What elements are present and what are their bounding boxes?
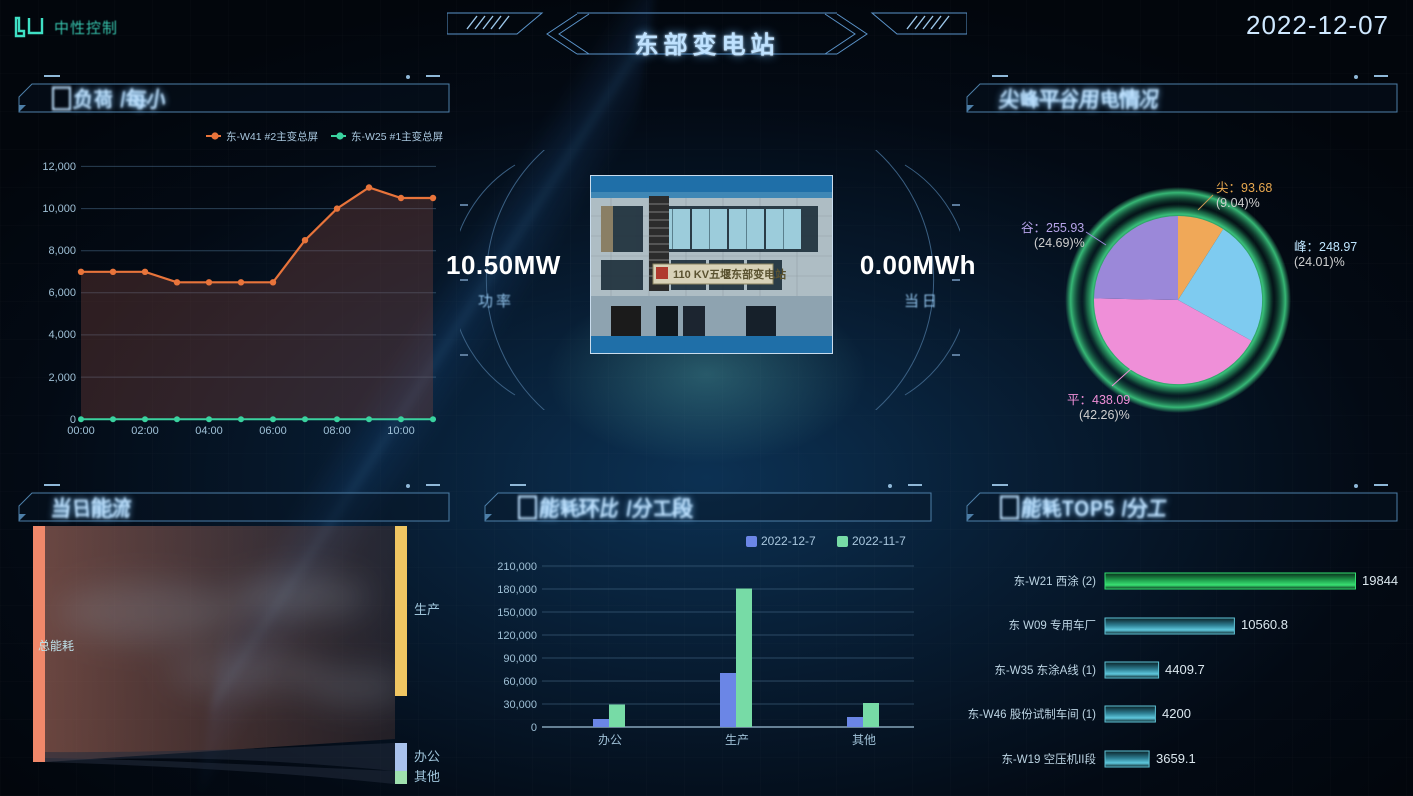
svg-text:东-W25 #1主变总屏: 东-W25 #1主变总屏	[351, 130, 443, 143]
svg-text:东-W19 空压机II段: 东-W19 空压机II段	[1001, 752, 1096, 766]
svg-text:2022-11-7: 2022-11-7	[852, 534, 906, 548]
svg-text:10560.8: 10560.8	[1241, 617, 1288, 632]
svg-text:东-W46 股份试制车间 (1): 东-W46 股份试制车间 (1)	[968, 707, 1097, 721]
svg-text:19844: 19844	[1362, 573, 1398, 588]
svg-text:3659.1: 3659.1	[1156, 751, 1196, 766]
svg-text:东-W41 #2主变总屏: 东-W41 #2主变总屏	[226, 130, 318, 143]
svg-text:90,000: 90,000	[503, 653, 537, 665]
svg-text:120,000: 120,000	[497, 630, 537, 642]
svg-text:00:00: 00:00	[67, 425, 95, 437]
svg-text:02:00: 02:00	[131, 425, 159, 437]
svg-text:办公: 办公	[414, 749, 440, 764]
svg-text:06:00: 06:00	[259, 425, 287, 437]
svg-text:尖：93.68: 尖：93.68	[1216, 181, 1272, 195]
svg-text:110 KV五堰东部变电站: 110 KV五堰东部变电站	[673, 267, 786, 281]
svg-text:0: 0	[531, 722, 537, 734]
svg-text:(9.04)%: (9.04)%	[1216, 196, 1260, 210]
svg-text:4409.7: 4409.7	[1165, 662, 1205, 677]
svg-text:峰：248.97: 峰：248.97	[1294, 240, 1357, 254]
svg-text:谷：255.93: 谷：255.93	[1021, 221, 1084, 235]
svg-text:2022-12-7: 2022-12-7	[761, 534, 816, 548]
svg-text:30,000: 30,000	[503, 699, 537, 711]
svg-text:生产: 生产	[725, 733, 749, 747]
svg-text:210,000: 210,000	[497, 561, 537, 573]
svg-text:(42.26)%: (42.26)%	[1079, 408, 1130, 422]
svg-text:总能耗: 总能耗	[38, 639, 74, 653]
svg-text:(24.69)%: (24.69)%	[1034, 236, 1085, 250]
svg-text:生产: 生产	[414, 602, 440, 617]
svg-text:60,000: 60,000	[503, 676, 537, 688]
svg-text:其他: 其他	[414, 769, 440, 784]
svg-text:4,000: 4,000	[48, 329, 76, 341]
svg-text:10,000: 10,000	[42, 203, 76, 215]
svg-text:东 W09 专用车厂: 东 W09 专用车厂	[1008, 618, 1096, 632]
svg-text:4200: 4200	[1162, 706, 1191, 721]
svg-text:办公: 办公	[598, 732, 622, 747]
svg-text:180,000: 180,000	[497, 584, 537, 596]
svg-text:(24.01)%: (24.01)%	[1294, 255, 1345, 269]
svg-text:平：438.09: 平：438.09	[1067, 393, 1130, 407]
svg-text:150,000: 150,000	[497, 607, 537, 619]
svg-text:04:00: 04:00	[195, 425, 223, 437]
svg-text:12,000: 12,000	[42, 161, 76, 173]
svg-text:东-W35 东涂A线 (1): 东-W35 东涂A线 (1)	[994, 663, 1096, 677]
svg-text:6,000: 6,000	[48, 287, 76, 299]
svg-text:2,000: 2,000	[48, 372, 76, 384]
svg-text:08:00: 08:00	[323, 425, 351, 437]
svg-text:8,000: 8,000	[48, 245, 76, 257]
svg-text:东-W21 西涂 (2): 东-W21 西涂 (2)	[1014, 574, 1097, 588]
svg-text:10:00: 10:00	[387, 425, 415, 437]
svg-text:其他: 其他	[852, 733, 876, 747]
